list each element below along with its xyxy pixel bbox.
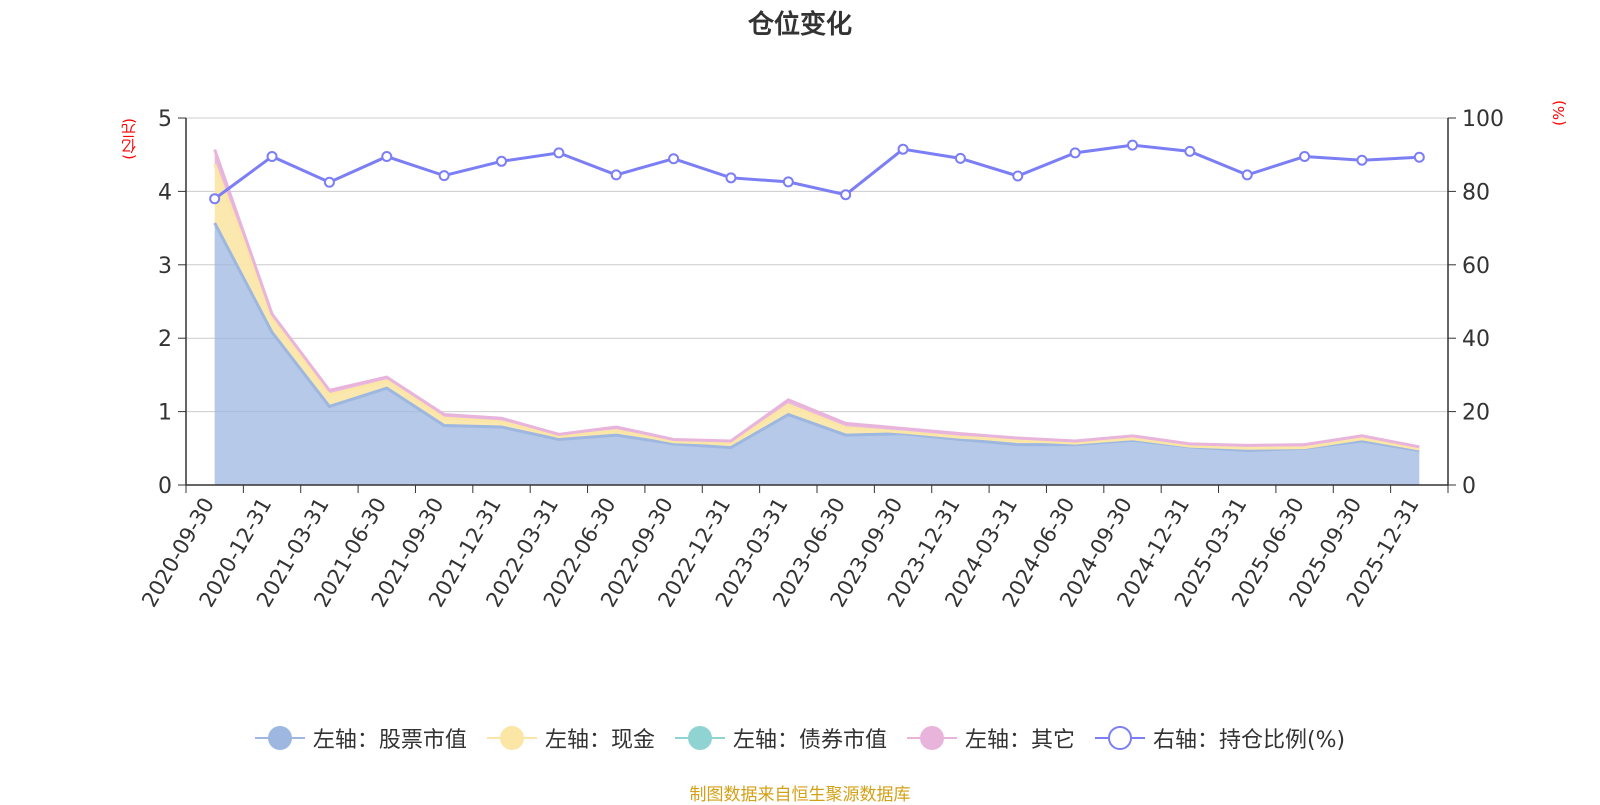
- legend-label-bond: 左轴：债券市值: [732, 728, 887, 753]
- ratio-point: [1356, 154, 1368, 166]
- position-chart: 0123450204060801002020-09-302020-12-3120…: [137, 107, 1504, 611]
- right-axis-tick-label: 60: [1462, 254, 1490, 279]
- ratio-point: [381, 151, 393, 163]
- ratio-point: [266, 151, 278, 163]
- legend-swatch-ratio: [1094, 723, 1145, 753]
- legend-item-stock[interactable]: 左轴：股票市值: [254, 722, 467, 754]
- legend-swatch-bond: [674, 723, 725, 753]
- ratio-point: [1069, 147, 1081, 159]
- area-stock: [214, 222, 1420, 485]
- right-axis-tick-label: 100: [1462, 107, 1504, 132]
- ratio-point: [897, 143, 909, 155]
- right-axis-tick-label: 0: [1462, 474, 1476, 499]
- ratio-point: [496, 155, 507, 167]
- left-axis-tick-label: 3: [158, 254, 172, 279]
- right-axis-tick-label: 40: [1462, 327, 1490, 352]
- ratio-point: [668, 153, 680, 165]
- left-axis-tick-label: 5: [158, 107, 172, 132]
- ratio-point: [725, 172, 737, 184]
- ratio-point: [323, 176, 335, 188]
- ratio-point: [1413, 151, 1425, 163]
- ratio-point: [438, 170, 450, 182]
- ratio-point: [1241, 169, 1253, 181]
- ratio-point: [1184, 145, 1196, 157]
- legend-label-cash: 左轴：现金: [544, 728, 655, 753]
- legend-item-other[interactable]: 左轴：其它: [906, 722, 1075, 754]
- ratio-point: [782, 176, 794, 188]
- ratio-point: [1012, 170, 1024, 182]
- line-cash: [213, 163, 1420, 451]
- chart-legend: 左轴：股票市值 左轴：现金 左轴：债券市值 左轴：其它 右轴：持仓比例(%): [0, 722, 1600, 754]
- line-other: [213, 149, 1420, 449]
- legend-label-ratio: 右轴：持仓比例(%): [1152, 728, 1346, 753]
- legend-label-other: 左轴：其它: [964, 728, 1075, 753]
- legend-swatch-cash: [486, 723, 537, 753]
- ratio-point: [553, 147, 565, 159]
- left-axis-tick-label: 4: [158, 180, 172, 205]
- ratio-point: [610, 169, 622, 181]
- left-axis-tick-label: 2: [158, 327, 172, 352]
- legend-item-cash[interactable]: 左轴：现金: [486, 722, 655, 754]
- legend-swatch-other: [906, 723, 957, 753]
- right-axis-tick-label: 20: [1462, 401, 1490, 426]
- ratio-point: [1299, 151, 1311, 163]
- left-axis-tick-label: 0: [158, 474, 172, 499]
- line-ratio: [213, 143, 1420, 200]
- chart-title: 仓位变化: [747, 10, 852, 40]
- legend-label-stock: 左轴：股票市值: [312, 728, 467, 753]
- right-axis-tick-label: 80: [1462, 180, 1490, 205]
- ratio-point: [1127, 139, 1138, 151]
- legend-swatch-stock: [254, 723, 305, 753]
- ratio-point: [209, 193, 221, 205]
- ratio-point: [954, 152, 966, 164]
- left-axis-tick-label: 1: [158, 401, 172, 426]
- data-source-note: 制图数据来自恒生聚源数据库: [689, 785, 911, 805]
- legend-item-ratio[interactable]: 右轴：持仓比例(%): [1094, 722, 1346, 754]
- ratio-point: [840, 189, 852, 201]
- legend-item-bond[interactable]: 左轴：债券市值: [674, 722, 887, 754]
